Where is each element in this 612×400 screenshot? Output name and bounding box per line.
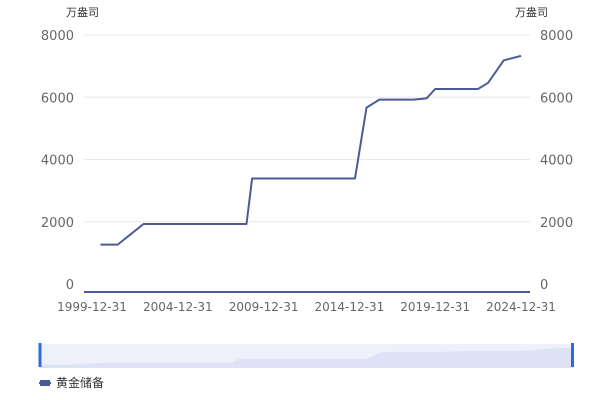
- grid-lines: [84, 34, 530, 223]
- y-unit-label-left: 万盎司: [66, 5, 99, 19]
- legend-marker-icon: [39, 379, 51, 386]
- x-tick-label: 2024-12-31: [486, 300, 556, 314]
- x-tick-label: 2009-12-31: [229, 300, 299, 314]
- series-line-gold-reserve: [100, 54, 522, 246]
- y-axis-left: 0 2000 4000 6000 8000: [41, 29, 74, 293]
- y-tick-label-left: 4000: [41, 154, 74, 169]
- y-tick-label-right: 0: [540, 278, 548, 293]
- x-tick-label: 1999-12-31: [57, 300, 127, 314]
- zoom-preview-area: [40, 347, 573, 368]
- y-tick-label-right: 6000: [540, 91, 573, 106]
- y-unit-label-right: 万盎司: [515, 5, 548, 19]
- legend[interactable]: 黄金储备: [39, 374, 105, 391]
- y-tick-label-left: 8000: [41, 29, 74, 44]
- y-tick-label-right: 4000: [540, 154, 573, 169]
- data-zoom-slider[interactable]: [38, 343, 575, 368]
- y-axis-right: 0 2000 4000 6000 8000: [540, 29, 573, 293]
- zoom-handle-right[interactable]: [571, 343, 574, 367]
- y-tick-label-left: 6000: [41, 91, 74, 106]
- y-tick-label-right: 2000: [540, 216, 573, 231]
- x-tick-label: 2019-12-31: [400, 300, 470, 314]
- y-tick-label-right: 8000: [540, 29, 573, 44]
- x-axis: 1999-12-31 2004-12-31 2009-12-31 2014-12-31…: [57, 300, 556, 314]
- series-layer: [100, 54, 522, 246]
- legend-label: 黄金储备: [56, 376, 105, 390]
- x-tick-label: 2004-12-31: [143, 300, 213, 314]
- x-tick-label: 2014-12-31: [315, 300, 385, 314]
- y-tick-label-left: 2000: [41, 216, 74, 231]
- y-tick-label-left: 0: [66, 278, 74, 293]
- zoom-handle-left[interactable]: [38, 343, 42, 367]
